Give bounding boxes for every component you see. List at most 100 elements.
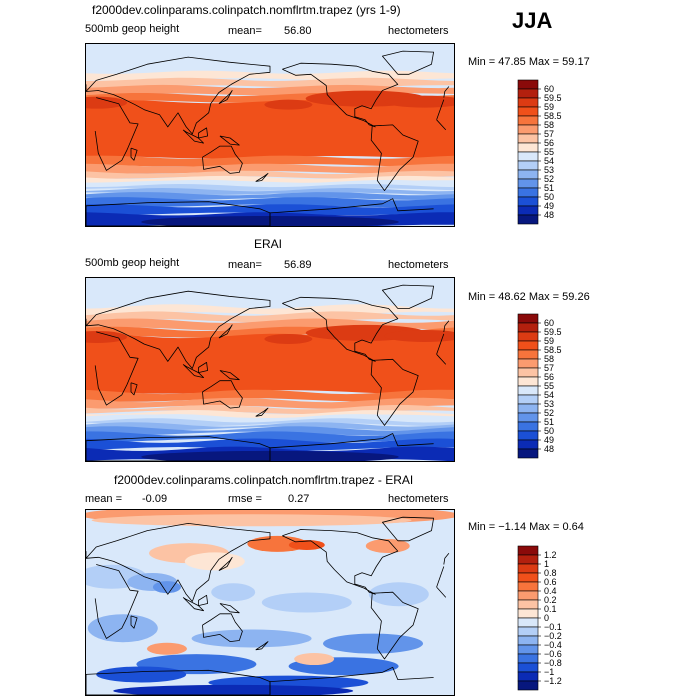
map-coastline xyxy=(282,62,399,128)
map-coastline xyxy=(218,90,233,105)
panel3-mean-value: -0.09 xyxy=(142,493,168,505)
panel2-variable: 500mb geop height xyxy=(85,257,180,269)
map-anomaly-region xyxy=(261,592,352,613)
map-contour-band xyxy=(86,197,454,207)
colorbar-box xyxy=(517,187,539,198)
panel3-rmse-value: 0.27 xyxy=(288,493,310,505)
colorbar-box xyxy=(517,545,539,556)
map-coastline xyxy=(86,436,271,461)
panel1-map xyxy=(85,43,455,227)
map-anomaly-region xyxy=(365,538,410,553)
map-coastline xyxy=(202,145,243,174)
colorbar-box xyxy=(517,439,539,450)
map-coastline xyxy=(255,407,269,417)
panel3-rmse-label: rmse = xyxy=(228,493,262,505)
map-high-region xyxy=(264,99,313,110)
colorbar-label: 58.5 xyxy=(544,111,562,121)
panel1-colorbar: 60 59.5 59 58.5 58 57 56 55 54 53 52 51 50 49 48 xyxy=(517,79,562,225)
panel2-colorbar: 60 59.5 59 58.5 58 57 56 55 54 53 52 51 50 49 48 xyxy=(517,313,562,459)
map-high-region xyxy=(384,329,454,342)
map-coastline xyxy=(182,597,204,612)
colorbar-box xyxy=(517,169,539,180)
colorbar-label: 51 xyxy=(544,417,554,427)
colorbar-label: 48 xyxy=(544,210,554,220)
colorbar-box xyxy=(517,644,539,655)
colorbar-label: 54 xyxy=(544,390,554,400)
colorbar-box xyxy=(517,430,539,441)
map-anomaly-region xyxy=(191,629,312,648)
colorbar-label: 56 xyxy=(544,372,554,382)
colorbar-box xyxy=(517,617,539,628)
panel2-title: ERAI xyxy=(254,237,283,251)
colorbar-box xyxy=(517,205,539,216)
panel1-mean-value: 56.80 xyxy=(284,25,312,37)
map-coastline xyxy=(86,318,450,332)
colorbar-label: 0.6 xyxy=(544,577,557,587)
map-contour-band xyxy=(86,410,454,418)
map-contour-band xyxy=(86,422,454,431)
map-coastline xyxy=(370,124,419,191)
panel1-units: hectometers xyxy=(388,25,449,37)
colorbar-box xyxy=(517,385,539,396)
map-anomaly-region xyxy=(211,583,256,602)
panel1-mean-label: mean= xyxy=(228,25,262,37)
colorbar-box xyxy=(517,581,539,592)
map-high-region xyxy=(86,330,128,343)
map-coastline xyxy=(130,382,138,396)
colorbar-label: 57 xyxy=(544,129,554,139)
map-coastline xyxy=(86,523,271,602)
map-high-region xyxy=(384,95,454,108)
map-contour-band xyxy=(86,431,454,443)
map-coastline xyxy=(86,433,434,461)
map-anomaly-region xyxy=(288,539,325,550)
colorbar-label: −1 xyxy=(544,667,554,677)
colorbar-box xyxy=(517,160,539,171)
panel3-map xyxy=(85,509,455,696)
colorbar-label: 52 xyxy=(544,174,554,184)
colorbar-box xyxy=(517,599,539,610)
map-anomaly-region xyxy=(91,514,412,527)
colorbar-label: 59 xyxy=(544,336,554,346)
map-contour-band xyxy=(86,278,454,309)
colorbar-label: 60 xyxy=(544,318,554,328)
map-contour-band xyxy=(86,192,454,200)
map-coastline xyxy=(182,129,204,144)
colorbar-box xyxy=(517,590,539,601)
colorbar-label: 0.8 xyxy=(544,568,557,578)
colorbar-label: 53 xyxy=(544,399,554,409)
map-coastline xyxy=(94,331,447,406)
map-coastline xyxy=(219,135,240,146)
colorbar-label: −1.2 xyxy=(544,676,562,686)
map-coastline xyxy=(218,324,233,339)
map-contour-band xyxy=(86,311,454,323)
colorbar-box xyxy=(517,358,539,369)
colorbar-label: −0.6 xyxy=(544,649,562,659)
colorbar-label: 54 xyxy=(544,156,554,166)
map-coastline xyxy=(86,666,434,695)
colorbar-label: 55 xyxy=(544,147,554,157)
colorbar-label: 50 xyxy=(544,192,554,202)
colorbar-box xyxy=(517,572,539,583)
colorbar-box xyxy=(517,671,539,682)
map-coastline xyxy=(182,364,204,378)
map-coastline xyxy=(94,564,447,639)
panel3-range: Min = −1.14 Max = 0.64 xyxy=(468,521,584,533)
colorbar-box xyxy=(517,106,539,117)
colorbar-box xyxy=(517,635,539,646)
map-coastline xyxy=(282,296,399,362)
map-coastline xyxy=(382,284,434,309)
map-coastline xyxy=(370,358,419,426)
panel2-units: hectometers xyxy=(388,259,449,271)
colorbar-label: 0.1 xyxy=(544,604,557,614)
map-anomaly-region xyxy=(146,642,187,655)
map-coastline xyxy=(86,198,434,226)
map-coastline xyxy=(202,613,243,642)
map-coastline xyxy=(219,370,240,381)
map-coastline xyxy=(202,380,243,409)
map-contour-band xyxy=(86,426,454,436)
colorbar-label: 52 xyxy=(544,408,554,418)
colorbar-box xyxy=(517,608,539,619)
colorbar-box xyxy=(517,448,539,459)
map-contour-band xyxy=(86,155,454,167)
map-contour-band xyxy=(86,418,454,427)
